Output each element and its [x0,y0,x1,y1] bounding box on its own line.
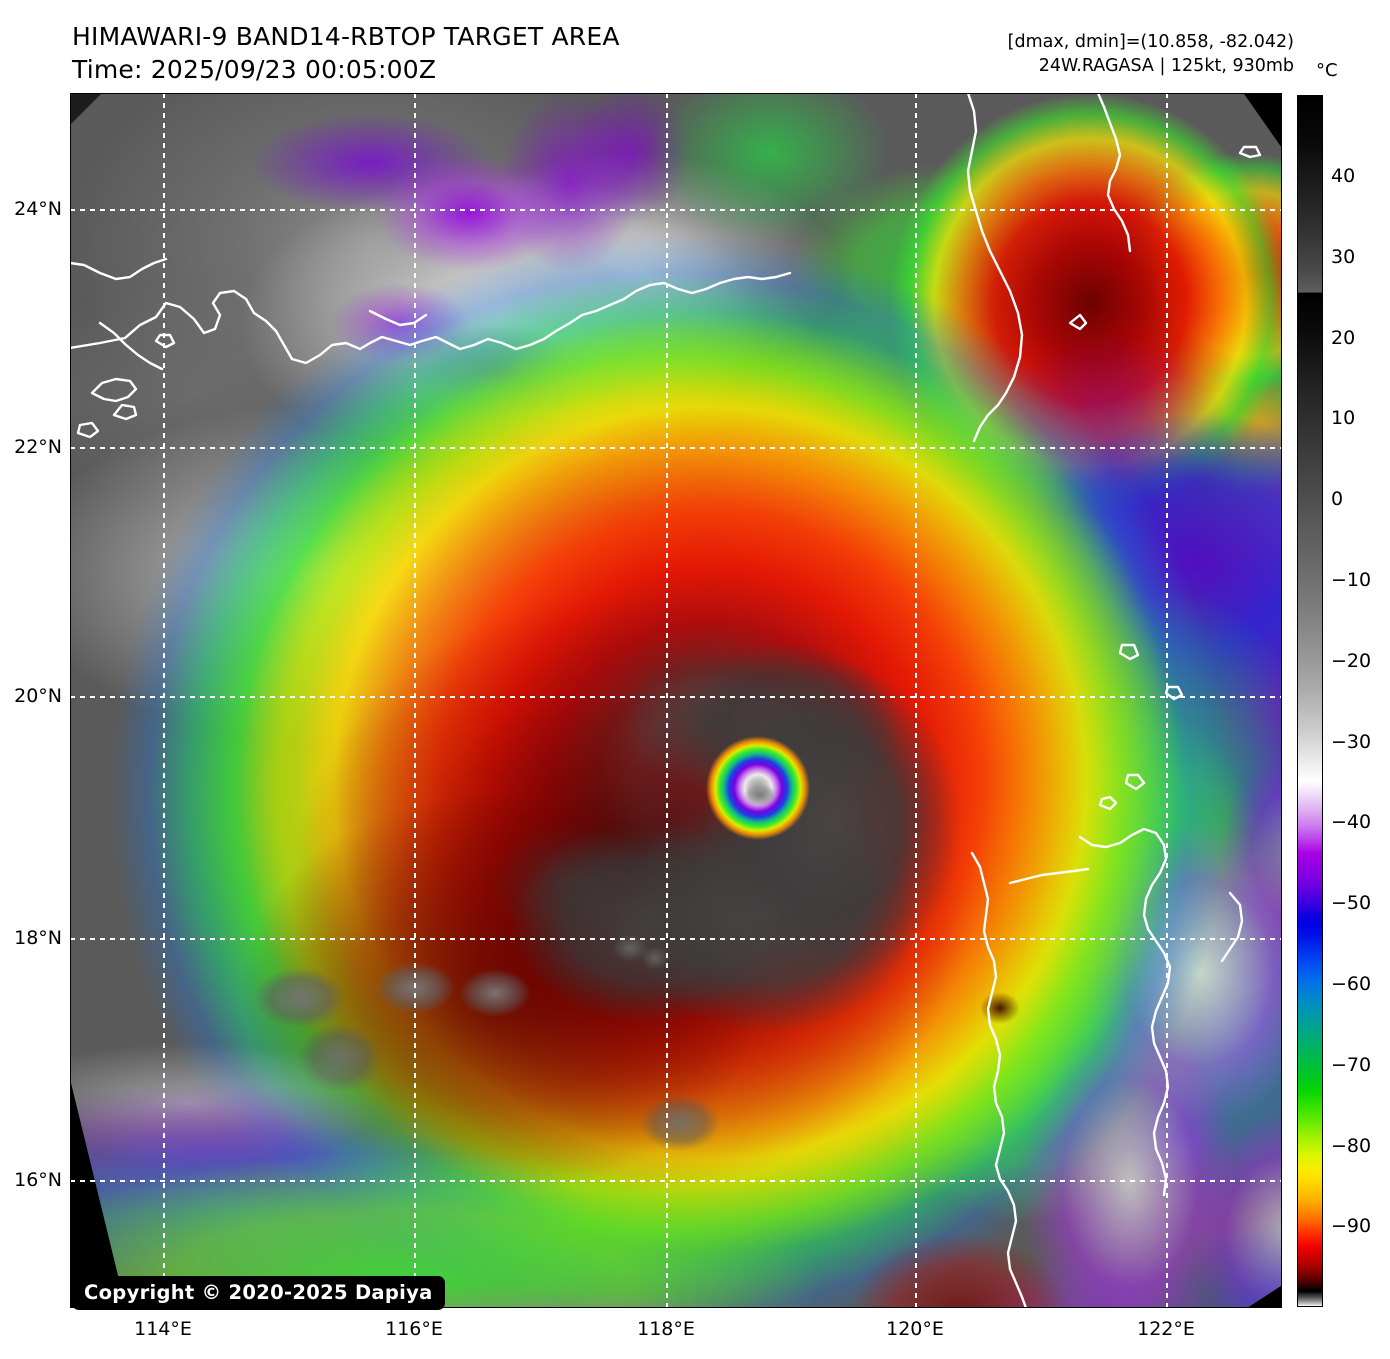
lon-tick-118: 118°E [637,1318,695,1340]
colorbar-tick-minus10: −10 [1331,569,1372,591]
colorbar-tick-minus40: −40 [1331,811,1372,833]
satellite-image-plot [70,93,1282,1308]
colorbar-tick-minus60: −60 [1331,973,1372,995]
colorbar-tick-minus80: −80 [1331,1135,1372,1157]
colorbar-tick-minus20: −20 [1331,650,1372,672]
lon-tick-120: 120°E [886,1318,944,1340]
gridline-lat-22 [70,447,1282,449]
gridline-lon-116 [414,93,416,1308]
gridline-lon-120 [915,93,917,1308]
colorbar [1297,95,1323,1307]
lat-tick-16: 16°N [14,1169,62,1191]
colorbar-tick-minus70: −70 [1331,1054,1372,1076]
gridline-lat-16 [70,1180,1282,1182]
gridline-lat-18 [70,938,1282,940]
colorbar-tick-10: 10 [1331,407,1356,429]
lon-tick-122: 122°E [1137,1318,1195,1340]
lon-tick-116: 116°E [385,1318,443,1340]
colorbar-gradient [1298,96,1322,1306]
colorbar-tick-0: 0 [1331,488,1344,510]
colorbar-tick-40: 40 [1331,165,1356,187]
lat-tick-18: 18°N [14,927,62,949]
gridline-lon-114 [163,93,165,1308]
gridline-lat-24 [70,209,1282,211]
colorbar-tick-minus90: −90 [1331,1215,1372,1237]
gridline-lon-122 [1166,93,1168,1308]
title-block: HIMAWARI-9 BAND14-RBTOP TARGET AREA Time… [72,20,772,86]
lat-tick-24: 24°N [14,198,62,220]
dmax-dmin-label: [dmax, dmin]=(10.858, -82.042) [1007,32,1294,52]
lon-tick-114: 114°E [134,1318,192,1340]
timestamp-label: Time: 2025/09/23 00:05:00Z [72,55,437,84]
colorbar-unit-label: °C [1316,60,1338,81]
colorbar-tick-20: 20 [1331,327,1356,349]
gridline-lon-118 [666,93,668,1308]
colorbar-tick-minus50: −50 [1331,892,1372,914]
gridline-lat-20 [70,696,1282,698]
colorbar-tick-minus30: −30 [1331,731,1372,753]
lat-tick-22: 22°N [14,436,62,458]
raster-se-corner-cells [70,93,1282,1308]
metadata-block: [dmax, dmin]=(10.858, -82.042) 24W.RAGAS… [1008,30,1294,78]
copyright-banner: Copyright © 2020-2025 Dapiya [72,1276,445,1310]
page-title: HIMAWARI-9 BAND14-RBTOP TARGET AREA [72,22,620,51]
lat-tick-20: 20°N [14,685,62,707]
colorbar-tick-30: 30 [1331,246,1356,268]
storm-info-label: 24W.RAGASA | 125kt, 930mb [1038,56,1294,76]
